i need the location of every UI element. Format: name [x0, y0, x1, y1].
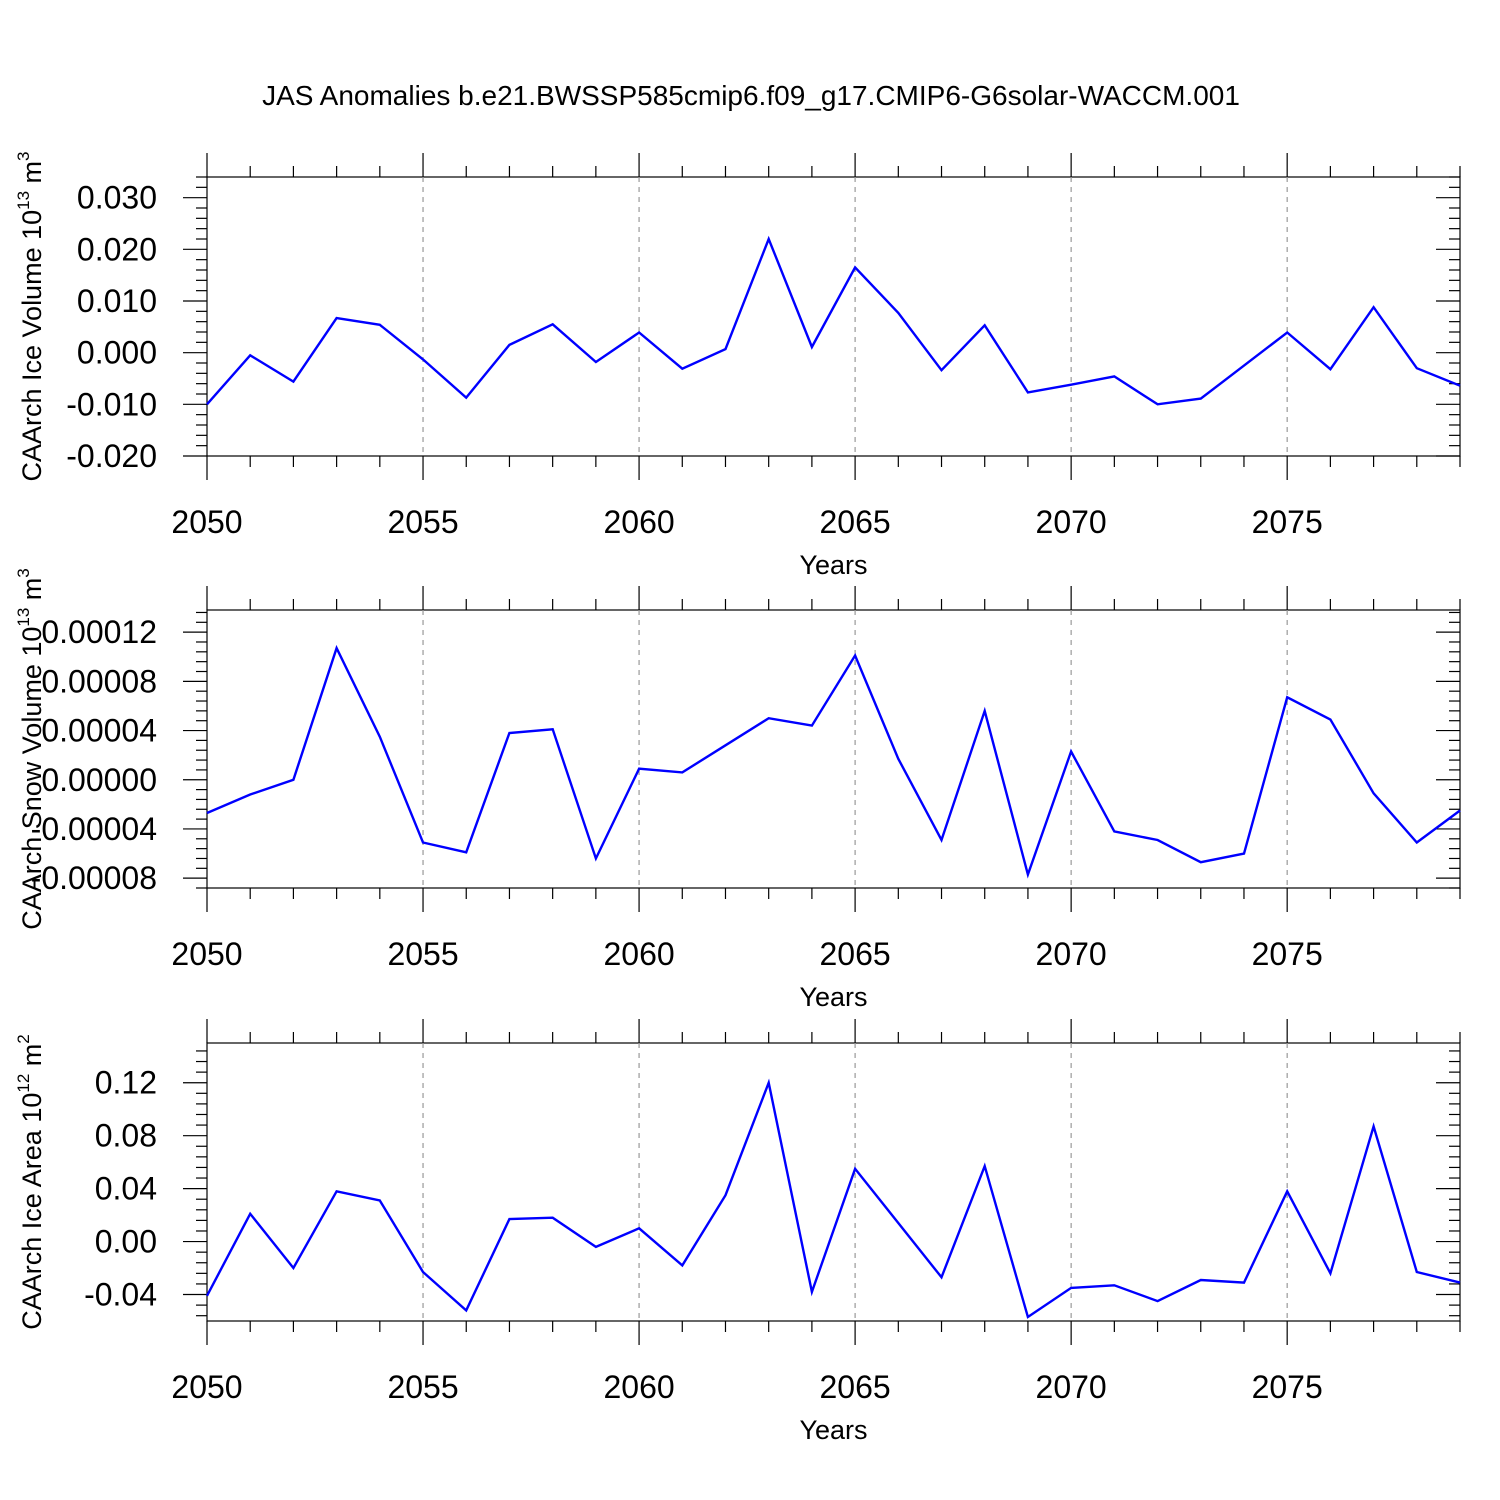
x-tick-label: 2055 — [387, 1369, 458, 1405]
panel-ice-area: 2050 2055 2060 2065 2070 2075 -0.04 0.00 0.04 0.… — [14, 1019, 1461, 1445]
x-tick-labels: 2050 2055 2060 2065 2070 2075 — [171, 504, 1322, 540]
y-axis-label: CAArch Snow Volume 1013 m3 — [14, 568, 47, 930]
y-tick-labels: -0.04 0.00 0.04 0.08 0.12 — [84, 1065, 157, 1313]
x-tick-label: 2050 — [171, 1369, 242, 1405]
x-tick-label: 2065 — [820, 1369, 891, 1405]
figure-title: JAS Anomalies b.e21.BWSSP585cmip6.f09_g1… — [262, 80, 1240, 111]
x-tick-label: 2070 — [1036, 1369, 1107, 1405]
y-tick-label: -0.00008 — [31, 860, 157, 896]
axis-ticks — [183, 586, 1461, 912]
x-axis-label: Years — [799, 550, 867, 580]
series-line — [205, 1078, 1461, 1319]
y-label-unit: m — [17, 161, 47, 184]
x-axis-label: Years — [799, 1415, 867, 1445]
x-tick-label: 2050 — [171, 504, 242, 540]
x-tick-label: 2055 — [387, 936, 458, 972]
x-grid — [422, 177, 1288, 456]
y-tick-label: 0.020 — [77, 231, 157, 267]
y-tick-label: 0.010 — [77, 283, 157, 319]
plot-frame — [206, 609, 1461, 889]
y-tick-label: -0.010 — [66, 386, 157, 422]
x-axis-label: Years — [799, 982, 867, 1012]
x-tick-labels: 2050 2055 2060 2065 2070 2075 — [171, 1369, 1322, 1405]
y-tick-label: 0.00004 — [41, 713, 157, 749]
y-tick-labels: -0.020 -0.010 0.000 0.010 0.020 0.030 — [66, 180, 157, 474]
x-tick-labels: 2050 2055 2060 2065 2070 2075 — [171, 936, 1322, 972]
x-tick-label: 2070 — [1036, 504, 1107, 540]
x-tick-label: 2075 — [1252, 936, 1323, 972]
y-tick-labels: -0.00008 -0.00004 0.00000 0.00004 0.00008 0.0… — [31, 614, 157, 896]
y-axis-label: CAArch Ice Area 1012 m2 — [14, 1034, 47, 1330]
series-line — [206, 644, 1461, 879]
panel-snow-volume: 2050 2055 2060 2065 2070 2075 -0.00008-0.0000… — [14, 568, 1461, 1012]
x-tick-label: 2050 — [171, 936, 242, 972]
y-tick-label: 0.00000 — [41, 762, 157, 798]
y-tick-label: 0.04 — [95, 1171, 157, 1207]
y-label-unit: m — [17, 578, 47, 601]
y-label-unit-exponent: 3 — [14, 568, 33, 577]
y-tick-label: 0.030 — [77, 180, 157, 216]
plot-frame — [206, 176, 1461, 457]
axis-ticks — [183, 1019, 1461, 1345]
x-tick-label: 2075 — [1252, 504, 1323, 540]
y-tick-label: -0.00004 — [31, 811, 157, 847]
y-label-unit-exponent: 3 — [14, 151, 33, 160]
y-label-unit-exponent: 2 — [14, 1034, 33, 1043]
y-label-main: CAArch Snow Volume 10 — [17, 627, 47, 930]
x-tick-label: 2075 — [1252, 1369, 1323, 1405]
y-label-main: CAArch Ice Area 10 — [17, 1093, 47, 1330]
y-tick-label: 0.000 — [77, 335, 157, 371]
y-label-main: CAArch Ice Volume 10 — [17, 210, 47, 482]
y-axis-label: CAArch Ice Volume 1013 m3 — [14, 151, 47, 481]
x-grid — [422, 610, 1288, 888]
x-tick-label: 2070 — [1036, 936, 1107, 972]
x-tick-label: 2060 — [603, 936, 674, 972]
x-tick-label: 2065 — [820, 936, 891, 972]
y-tick-label: 0.08 — [95, 1118, 157, 1154]
plot-frame — [206, 1042, 1461, 1322]
x-tick-label: 2060 — [603, 1369, 674, 1405]
y-tick-label: 0.00 — [95, 1224, 157, 1260]
y-tick-label: 0.00012 — [41, 614, 157, 650]
y-tick-label: -0.04 — [84, 1277, 157, 1313]
y-tick-label: 0.00008 — [41, 663, 157, 699]
y-tick-label: -0.020 — [66, 438, 157, 474]
y-label-exponent: 13 — [14, 191, 33, 210]
panel-ice-volume: 2050 2055 2060 2065 2070 2075 -0.020 -0.010 0.0… — [14, 151, 1461, 580]
x-grid — [422, 1043, 1288, 1321]
y-label-exponent: 13 — [14, 608, 33, 627]
x-tick-label: 2055 — [387, 504, 458, 540]
y-label-exponent: 12 — [14, 1074, 33, 1093]
y-tick-label: 0.12 — [95, 1065, 157, 1101]
x-tick-label: 2065 — [820, 504, 891, 540]
series-line — [206, 235, 1461, 406]
y-label-unit: m — [17, 1044, 47, 1067]
x-tick-label: 2060 — [603, 504, 674, 540]
axis-ticks — [183, 153, 1461, 480]
